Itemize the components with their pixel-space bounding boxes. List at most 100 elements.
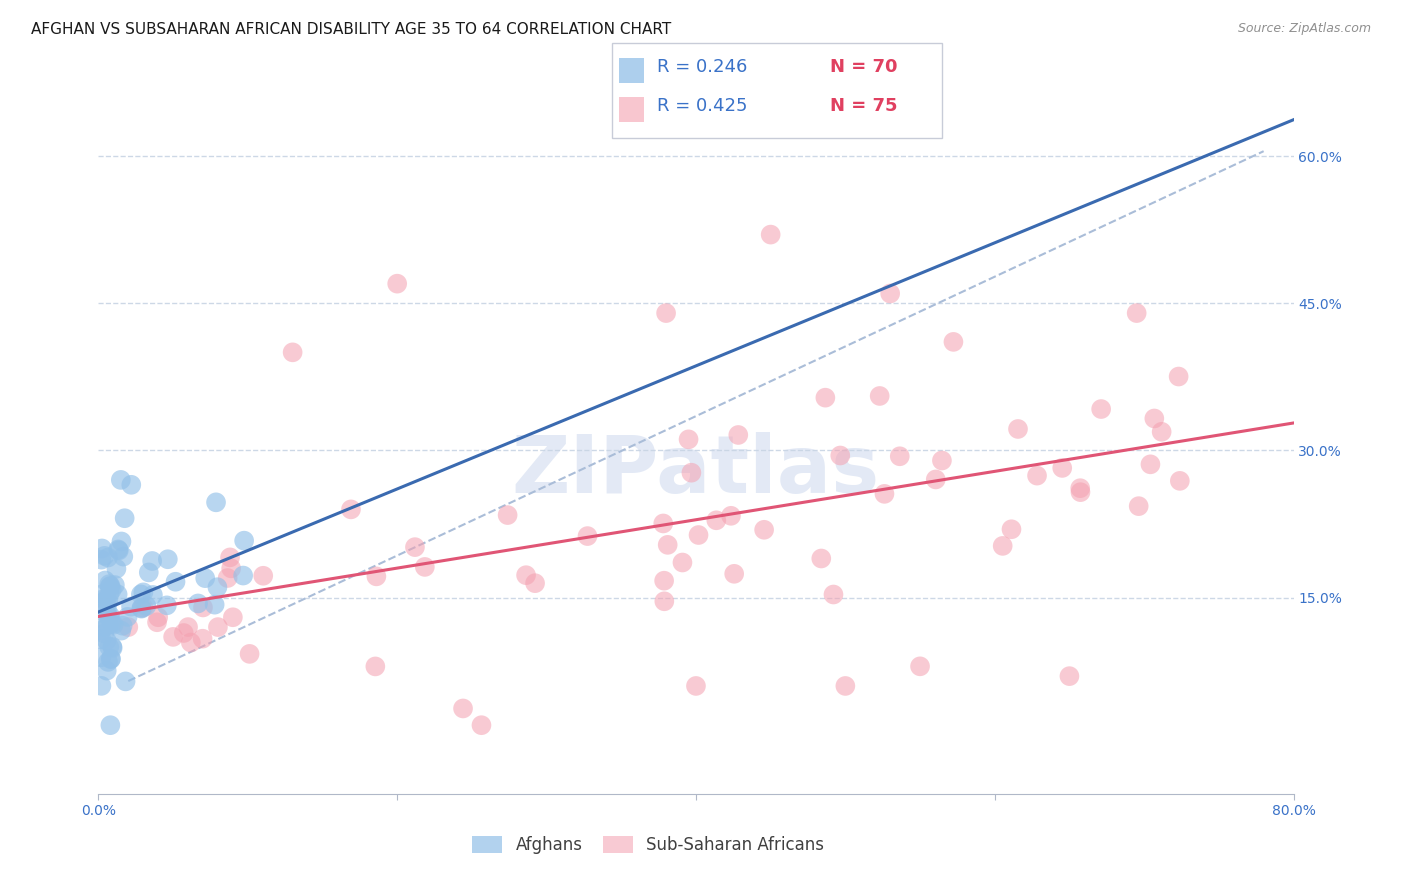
Point (1069, 485, 1091, 500)
Point (823, 587, 845, 601)
Point (191, 600, 214, 615)
Point (524, 576, 547, 591)
Point (100, 579, 122, 593)
Point (90, 552, 112, 566)
Point (814, 391, 837, 405)
Point (91, 587, 114, 601)
Point (704, 513, 727, 527)
Point (107, 543, 129, 558)
Point (105, 562, 128, 576)
Legend: Afghans, Sub-Saharan Africans: Afghans, Sub-Saharan Africans (465, 830, 831, 861)
Point (942, 334, 965, 349)
Point (148, 610, 170, 624)
Point (652, 574, 675, 588)
Point (366, 569, 388, 583)
Point (117, 620, 139, 634)
Point (98, 640, 121, 654)
Point (727, 428, 749, 442)
Point (131, 601, 153, 615)
Point (180, 635, 202, 649)
Point (90, 650, 112, 665)
Point (90, 632, 112, 647)
Point (132, 585, 155, 599)
Point (385, 277, 409, 291)
Point (114, 511, 136, 525)
Point (281, 345, 304, 359)
Point (1168, 474, 1191, 488)
Point (98, 718, 122, 732)
Point (908, 659, 931, 673)
Point (207, 620, 229, 634)
Point (759, 227, 782, 242)
Point (91, 592, 114, 607)
Point (678, 433, 700, 447)
Point (129, 587, 152, 601)
Point (93, 626, 115, 640)
Point (1090, 402, 1112, 417)
Point (135, 599, 157, 613)
Point (671, 556, 693, 570)
Point (141, 554, 163, 568)
Point (96, 592, 118, 607)
Point (162, 630, 184, 644)
Text: Source: ZipAtlas.com: Source: ZipAtlas.com (1237, 22, 1371, 36)
Point (219, 550, 242, 565)
Point (1128, 499, 1150, 513)
Point (107, 542, 129, 557)
Point (142, 588, 165, 602)
Point (1000, 522, 1022, 536)
Point (101, 640, 124, 655)
Point (834, 679, 856, 693)
Point (232, 568, 254, 582)
Point (991, 539, 1014, 553)
Point (688, 528, 710, 542)
Point (110, 473, 132, 487)
Point (810, 551, 832, 566)
Point (233, 533, 256, 548)
Point (207, 580, 229, 594)
Point (404, 540, 426, 554)
Point (252, 568, 274, 582)
Point (1139, 458, 1161, 472)
Point (100, 651, 122, 665)
Point (685, 679, 707, 693)
Point (110, 624, 132, 638)
Point (96, 664, 118, 678)
Point (1143, 411, 1166, 425)
Point (752, 523, 775, 537)
Point (723, 566, 745, 581)
Point (97, 610, 120, 624)
Point (657, 538, 679, 552)
Point (1050, 461, 1073, 475)
Point (98, 608, 121, 623)
Point (120, 478, 142, 492)
Point (98, 587, 121, 601)
Point (652, 516, 675, 531)
Point (96, 602, 118, 616)
Point (97, 655, 120, 669)
Point (191, 632, 214, 646)
Point (93, 620, 115, 634)
Point (97, 617, 120, 632)
Point (681, 466, 703, 480)
Point (120, 599, 142, 614)
Point (1059, 669, 1081, 683)
Point (132, 600, 155, 615)
Point (96, 633, 118, 648)
Point (100, 616, 122, 631)
Point (111, 618, 134, 632)
Point (107, 587, 129, 601)
Text: N = 70: N = 70 (830, 58, 897, 76)
Point (93, 549, 115, 563)
Point (97, 594, 120, 608)
Point (219, 561, 242, 575)
Point (146, 615, 169, 630)
Point (98, 577, 121, 591)
Point (1026, 468, 1049, 483)
Point (100, 582, 122, 597)
Point (873, 487, 896, 501)
Text: R = 0.246: R = 0.246 (657, 58, 747, 76)
Text: N = 75: N = 75 (830, 97, 897, 115)
Point (117, 610, 139, 624)
Point (889, 450, 911, 464)
